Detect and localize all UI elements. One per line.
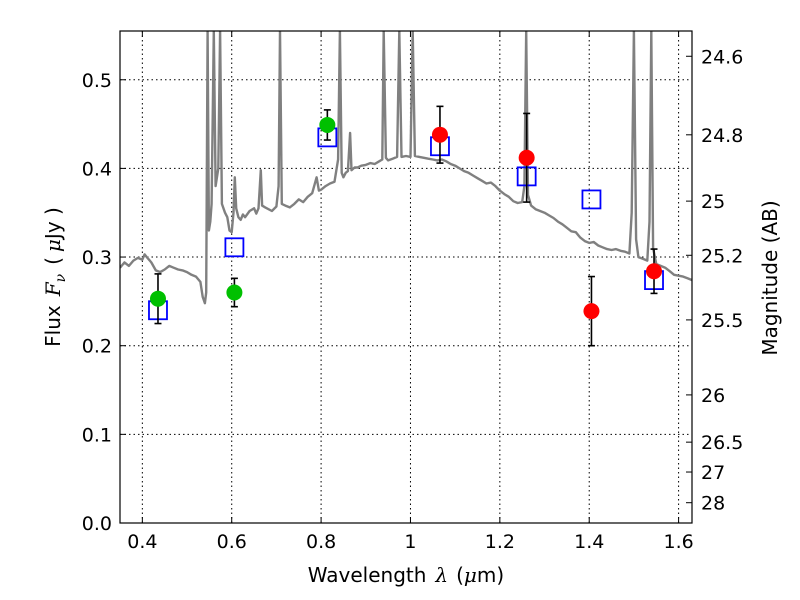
x-tick-label: 0.8 — [306, 531, 336, 553]
model-spectrum — [120, 31, 692, 305]
red-flux-point — [583, 303, 600, 320]
photometry-points — [148, 105, 664, 347]
green-flux-point — [226, 284, 243, 301]
red-flux-point — [518, 149, 535, 166]
y-axis-unit-rest: Jy ) — [41, 207, 65, 241]
y-tick-label: 0.4 — [82, 158, 112, 180]
green-flux-point — [149, 290, 166, 307]
x-axis-label: Wavelength λ (μm) — [308, 563, 504, 587]
right-tick-label: 26.5 — [701, 432, 743, 454]
right-tick-label: 25.5 — [701, 310, 743, 332]
y-axis-symbol: F — [41, 281, 65, 297]
y-axis-label: Flux Fν ( μJy ) — [41, 207, 69, 347]
x-tick-label: 1.4 — [574, 531, 604, 553]
x-tick-label: 1 — [404, 531, 416, 553]
x-tick-label: 1.6 — [663, 531, 693, 553]
red-flux-point — [431, 126, 448, 143]
x-axis-label-prefix: Wavelength — [308, 563, 427, 587]
y-tick-label: 0.1 — [82, 424, 112, 446]
x-tick-label: 0.6 — [217, 531, 247, 553]
right-axis-label: Magnitude (AB) — [758, 200, 782, 355]
x-axis-unit-rest: m) — [477, 563, 504, 587]
right-tick-label: 25 — [701, 191, 725, 213]
x-tick-label: 0.4 — [127, 531, 157, 553]
right-tick-label: 24.6 — [701, 46, 743, 68]
x-tick-label: 1.2 — [485, 531, 515, 553]
axis-ticks: 0.4 0.6 0.8 1 1.2 1.4 1.6 0.0 0.1 0.2 0.3 0.4 0.5 24.… — [82, 31, 743, 553]
right-tick-label: 27 — [701, 462, 725, 484]
y-axis-label-prefix: Flux — [41, 305, 65, 347]
y-tick-label: 0.0 — [82, 513, 112, 535]
right-tick-label: 26 — [701, 385, 725, 407]
spectrum-line — [120, 31, 692, 305]
y-axis-unit-mu: μ — [41, 239, 65, 252]
model-flux-box — [224, 237, 245, 258]
y-axis-unit-open: ( — [41, 257, 65, 265]
red-flux-point — [646, 263, 663, 280]
y-tick-label: 0.5 — [82, 70, 112, 92]
model-flux-box — [581, 189, 602, 210]
x-axis-unit-open: ( — [456, 563, 464, 587]
x-axis-unit-mu: μ — [464, 563, 477, 587]
plot-frame — [119, 30, 693, 524]
y-axis-subscript: ν — [53, 273, 69, 282]
green-flux-point — [319, 116, 336, 133]
right-tick-label: 28 — [701, 493, 725, 515]
right-tick-label: 25.2 — [701, 245, 743, 267]
right-tick-label: 24.8 — [701, 125, 743, 147]
y-tick-label: 0.3 — [82, 247, 112, 269]
x-axis-symbol: λ — [434, 563, 448, 587]
y-tick-label: 0.2 — [82, 336, 112, 358]
